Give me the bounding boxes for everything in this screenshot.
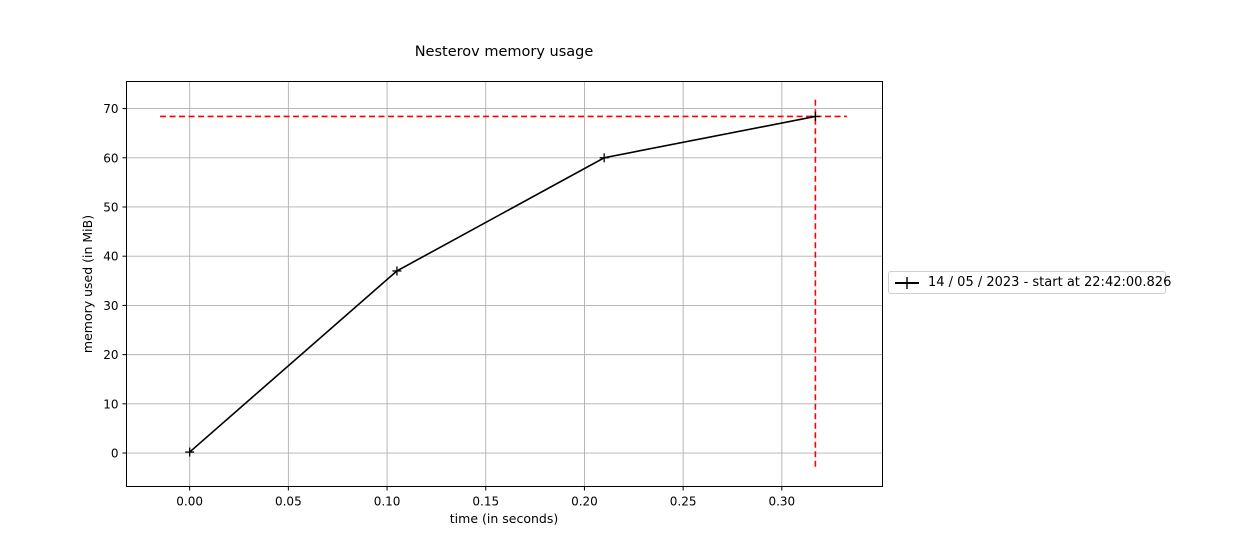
x-tick-label: 0.00	[176, 495, 203, 509]
legend-plus-marker-icon	[901, 277, 913, 289]
data-point-marker	[599, 153, 609, 163]
y-tick-label: 10	[103, 397, 118, 411]
x-tick-label: 0.05	[275, 495, 302, 509]
legend-label: 14 / 05 / 2023 - start at 22:42:00.826	[928, 275, 1172, 290]
x-tick-label: 0.15	[472, 495, 499, 509]
y-tick-label: 30	[103, 299, 118, 313]
data-point-marker	[185, 447, 195, 457]
x-tick-label: 0.20	[571, 495, 598, 509]
y-tick-label: 20	[103, 348, 118, 362]
y-tick-label: 60	[103, 151, 118, 165]
y-axis-label: memory used (in MiB)	[80, 215, 95, 353]
x-axis-label: time (in seconds)	[450, 511, 558, 526]
y-tick-label: 0	[111, 447, 119, 461]
reference-lines	[160, 99, 847, 469]
legend: 14 / 05 / 2023 - start at 22:42:00.826	[888, 271, 1171, 294]
grid	[126, 81, 883, 487]
y-tick-label: 40	[103, 250, 118, 264]
y-axis: 0 10 20 30 40 50 60 70	[103, 102, 127, 461]
x-axis: 0.00 0.05 0.10 0.15 0.20 0.25 0.30	[176, 486, 795, 509]
x-tick-label: 0.25	[670, 495, 697, 509]
series	[185, 111, 820, 457]
series-line	[189, 115, 816, 453]
x-tick-label: 0.10	[374, 495, 401, 509]
chart-title: Nesterov memory usage	[415, 44, 594, 60]
x-tick-label: 0.30	[768, 495, 795, 509]
y-tick-label: 50	[103, 200, 118, 214]
data-point-marker	[810, 111, 820, 121]
data-point-marker	[392, 266, 402, 276]
plot-area-frame	[126, 81, 883, 487]
y-tick-label: 70	[103, 102, 118, 116]
